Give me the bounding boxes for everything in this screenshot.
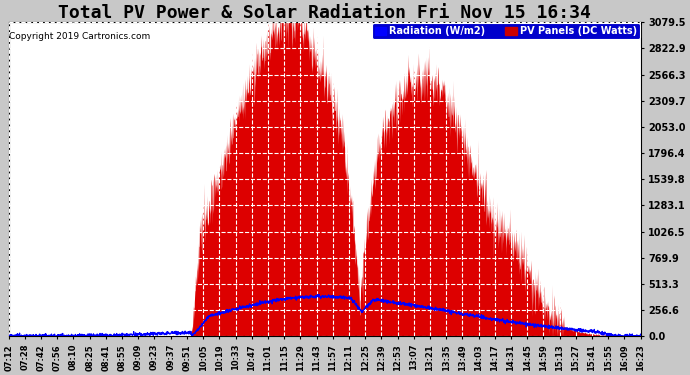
Title: Total PV Power & Solar Radiation Fri Nov 15 16:34: Total PV Power & Solar Radiation Fri Nov…: [58, 4, 591, 22]
Text: Copyright 2019 Cartronics.com: Copyright 2019 Cartronics.com: [9, 32, 150, 41]
Legend: Radiation (W/m2), PV Panels (DC Watts): Radiation (W/m2), PV Panels (DC Watts): [372, 23, 640, 39]
